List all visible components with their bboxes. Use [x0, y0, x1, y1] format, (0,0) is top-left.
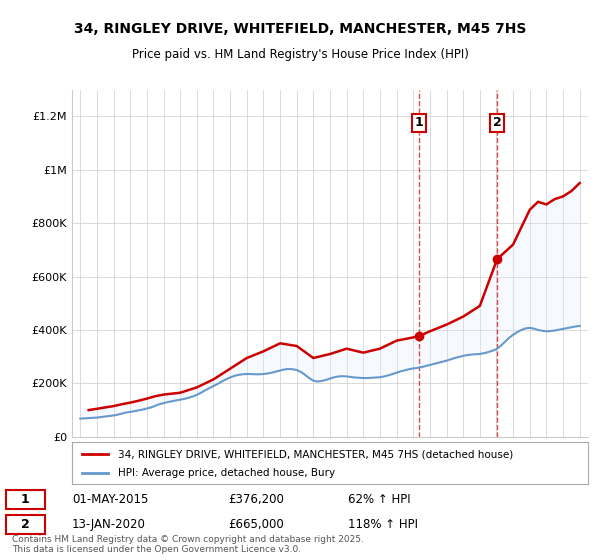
Text: 1: 1: [415, 116, 423, 129]
Text: 118% ↑ HPI: 118% ↑ HPI: [348, 518, 418, 531]
Text: 13-JAN-2020: 13-JAN-2020: [72, 518, 146, 531]
FancyBboxPatch shape: [6, 490, 45, 509]
Text: 01-MAY-2015: 01-MAY-2015: [72, 493, 148, 506]
Text: HPI: Average price, detached house, Bury: HPI: Average price, detached house, Bury: [118, 468, 335, 478]
Text: £665,000: £665,000: [228, 518, 284, 531]
Text: 1: 1: [21, 493, 29, 506]
Text: 62% ↑ HPI: 62% ↑ HPI: [348, 493, 410, 506]
FancyBboxPatch shape: [6, 515, 45, 534]
Text: £376,200: £376,200: [228, 493, 284, 506]
Text: 34, RINGLEY DRIVE, WHITEFIELD, MANCHESTER, M45 7HS (detached house): 34, RINGLEY DRIVE, WHITEFIELD, MANCHESTE…: [118, 449, 514, 459]
Text: 2: 2: [21, 518, 29, 531]
Text: 34, RINGLEY DRIVE, WHITEFIELD, MANCHESTER, M45 7HS: 34, RINGLEY DRIVE, WHITEFIELD, MANCHESTE…: [74, 22, 526, 36]
Text: Price paid vs. HM Land Registry's House Price Index (HPI): Price paid vs. HM Land Registry's House …: [131, 48, 469, 60]
Text: 2: 2: [493, 116, 502, 129]
Text: Contains HM Land Registry data © Crown copyright and database right 2025.
This d: Contains HM Land Registry data © Crown c…: [12, 535, 364, 554]
